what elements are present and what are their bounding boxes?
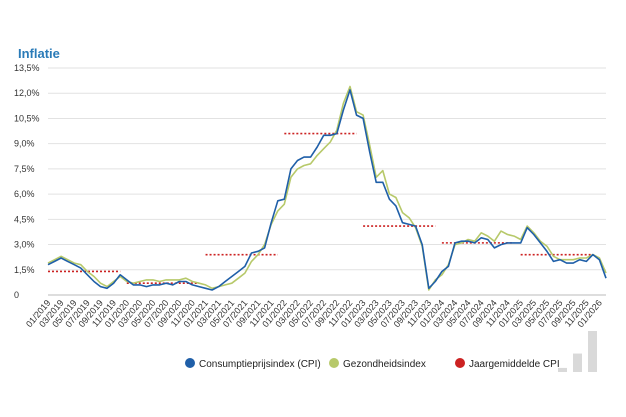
y-tick-label: 10,5% [14, 113, 40, 123]
y-tick-label: 6,0% [14, 189, 35, 199]
legend-marker [329, 358, 339, 368]
legend-label: Gezondheidsindex [343, 359, 426, 370]
legend: Consumptieprijsindex (CPI) Gezondheidsind… [185, 358, 560, 370]
cpi-series-line [47, 89, 607, 291]
legend-label: Consumptieprijsindex (CPI) [199, 359, 321, 370]
y-tick-label: 3,0% [14, 240, 35, 250]
y-tick-label: 12,0% [14, 88, 40, 98]
legend-item-annual-average: Jaargemiddelde CPI [455, 358, 560, 370]
health-index-series-line [47, 85, 607, 291]
chart-title: Inflatie [18, 46, 60, 61]
grid-lines [48, 67, 606, 296]
legend-item-health-index: Gezondheidsindex [329, 358, 426, 370]
legend-marker [185, 358, 195, 368]
legend-label: Jaargemiddelde CPI [469, 359, 560, 370]
y-tick-label: 7,5% [14, 164, 35, 174]
decor-bar [573, 353, 582, 372]
y-tick-label: 1,5% [14, 265, 35, 275]
x-axis-ticks: 01/201903/201905/201907/201909/201911/20… [24, 298, 604, 329]
annual-average-lines [48, 132, 593, 285]
legend-marker [455, 358, 465, 368]
y-axis-ticks: 0 1,5% 3,0% 4,5% 6,0% 7,5% 9,0% 10,5% 12,0% 13,5% [14, 63, 40, 300]
y-tick-label: 13,5% [14, 63, 40, 73]
y-tick-label: 4,5% [14, 214, 35, 224]
decor-bar [588, 331, 597, 372]
y-tick-label: 0 [14, 290, 19, 300]
series-lines [47, 85, 607, 291]
y-tick-label: 9,0% [14, 139, 35, 149]
decorative-bars [558, 331, 597, 372]
decor-bar [558, 367, 567, 372]
legend-item-cpi: Consumptieprijsindex (CPI) [185, 358, 321, 370]
